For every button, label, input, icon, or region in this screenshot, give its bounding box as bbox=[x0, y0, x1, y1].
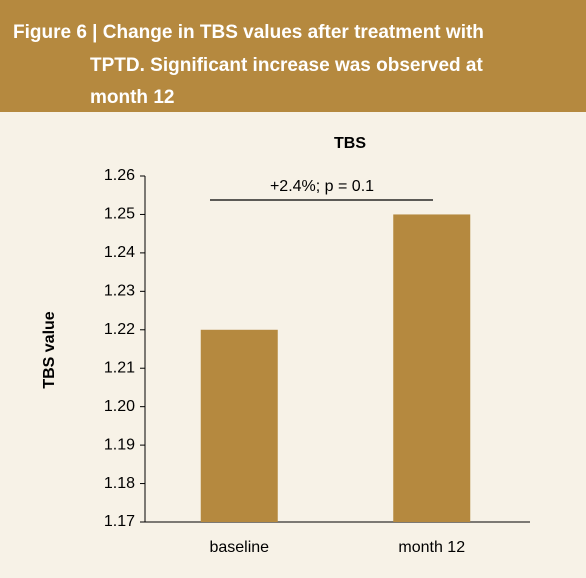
y-tick-label: 1.24 bbox=[104, 244, 135, 261]
annotation: +2.4%; p = 0.1 bbox=[270, 178, 374, 195]
y-axis-label: TBS value bbox=[41, 311, 58, 388]
y-tick-label: 1.23 bbox=[104, 283, 135, 300]
y-tick-label: 1.17 bbox=[104, 513, 135, 530]
chart-title: TBS bbox=[334, 135, 366, 152]
y-tick-label: 1.20 bbox=[104, 398, 135, 415]
y-tick-label: 1.26 bbox=[104, 167, 135, 184]
x-tick-label: month 12 bbox=[398, 539, 465, 556]
header-line: Figure 6 | Change in TBS values after tr… bbox=[13, 22, 484, 43]
y-tick-label: 1.19 bbox=[104, 436, 135, 453]
header-line: month 12 bbox=[90, 87, 175, 108]
header-line: TPTD. Significant increase was observed … bbox=[90, 55, 483, 76]
y-tick-label: 1.22 bbox=[104, 321, 135, 338]
bar bbox=[393, 214, 471, 522]
y-tick-label: 1.21 bbox=[104, 359, 135, 376]
y-tick-label: 1.18 bbox=[104, 475, 135, 492]
bar bbox=[200, 329, 278, 522]
x-tick-label: baseline bbox=[209, 539, 269, 556]
y-tick-label: 1.25 bbox=[104, 206, 135, 223]
figure-header: Figure 6 | Change in TBS values after tr… bbox=[0, 0, 586, 112]
